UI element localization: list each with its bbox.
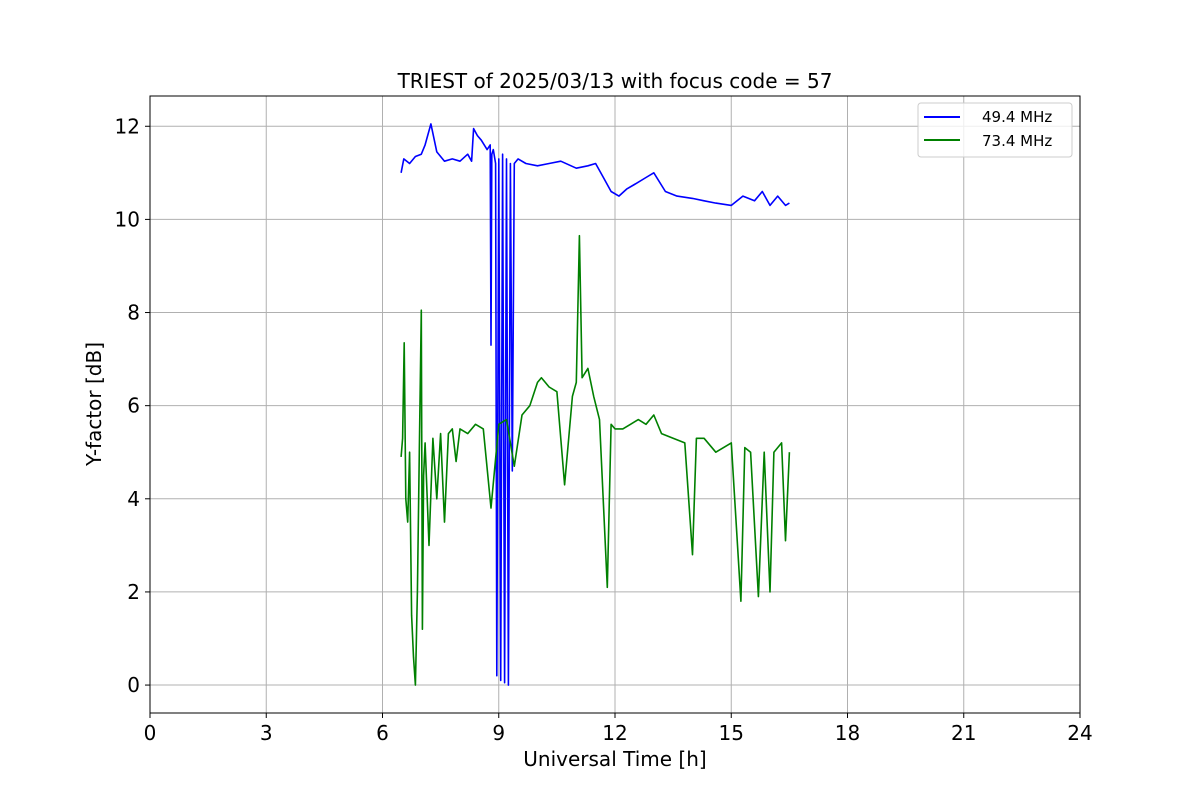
series-lines (400, 123, 791, 686)
y-tick-label: 10 (115, 207, 140, 231)
x-tick-label: 15 (719, 721, 744, 745)
x-tick-label: 6 (376, 721, 389, 745)
legend-label-49-4-mhz: 49.4 MHz (982, 108, 1052, 126)
series-line-49-4-mhz (400, 123, 790, 686)
x-tick-label: 18 (835, 721, 860, 745)
x-tick-label: 9 (492, 721, 505, 745)
x-tick-label: 3 (260, 721, 273, 745)
x-axis-label: Universal Time [h] (523, 747, 706, 771)
series-line-73-4-mhz (400, 234, 791, 686)
x-tick-label: 0 (144, 721, 157, 745)
y-axis-label: Y-factor [dB] (82, 342, 106, 467)
chart-title: TRIEST of 2025/03/13 with focus code = 5… (397, 69, 833, 93)
y-tick-label: 8 (127, 301, 140, 325)
y-tick-label: 6 (127, 394, 140, 418)
x-tick-label: 24 (1067, 721, 1092, 745)
y-tick-label: 0 (127, 673, 140, 697)
x-tick-label: 21 (951, 721, 976, 745)
y-tick-label: 4 (127, 487, 140, 511)
x-tick-label: 12 (602, 721, 627, 745)
y-tick-label: 12 (115, 114, 140, 138)
legend: 49.4 MHz 73.4 MHz (917, 102, 1073, 158)
y-tick-label: 2 (127, 580, 140, 604)
legend-label-73-4-mhz: 73.4 MHz (982, 132, 1052, 150)
